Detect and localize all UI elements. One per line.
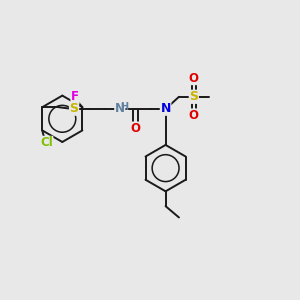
- Text: S: S: [70, 102, 79, 115]
- Text: O: O: [189, 109, 199, 122]
- Text: N: N: [115, 102, 125, 115]
- Text: O: O: [130, 122, 140, 135]
- Text: F: F: [71, 90, 79, 103]
- Text: O: O: [189, 72, 199, 85]
- Text: N: N: [160, 102, 171, 115]
- Text: S: S: [189, 90, 198, 103]
- Text: Cl: Cl: [40, 136, 53, 149]
- Text: H: H: [120, 102, 128, 112]
